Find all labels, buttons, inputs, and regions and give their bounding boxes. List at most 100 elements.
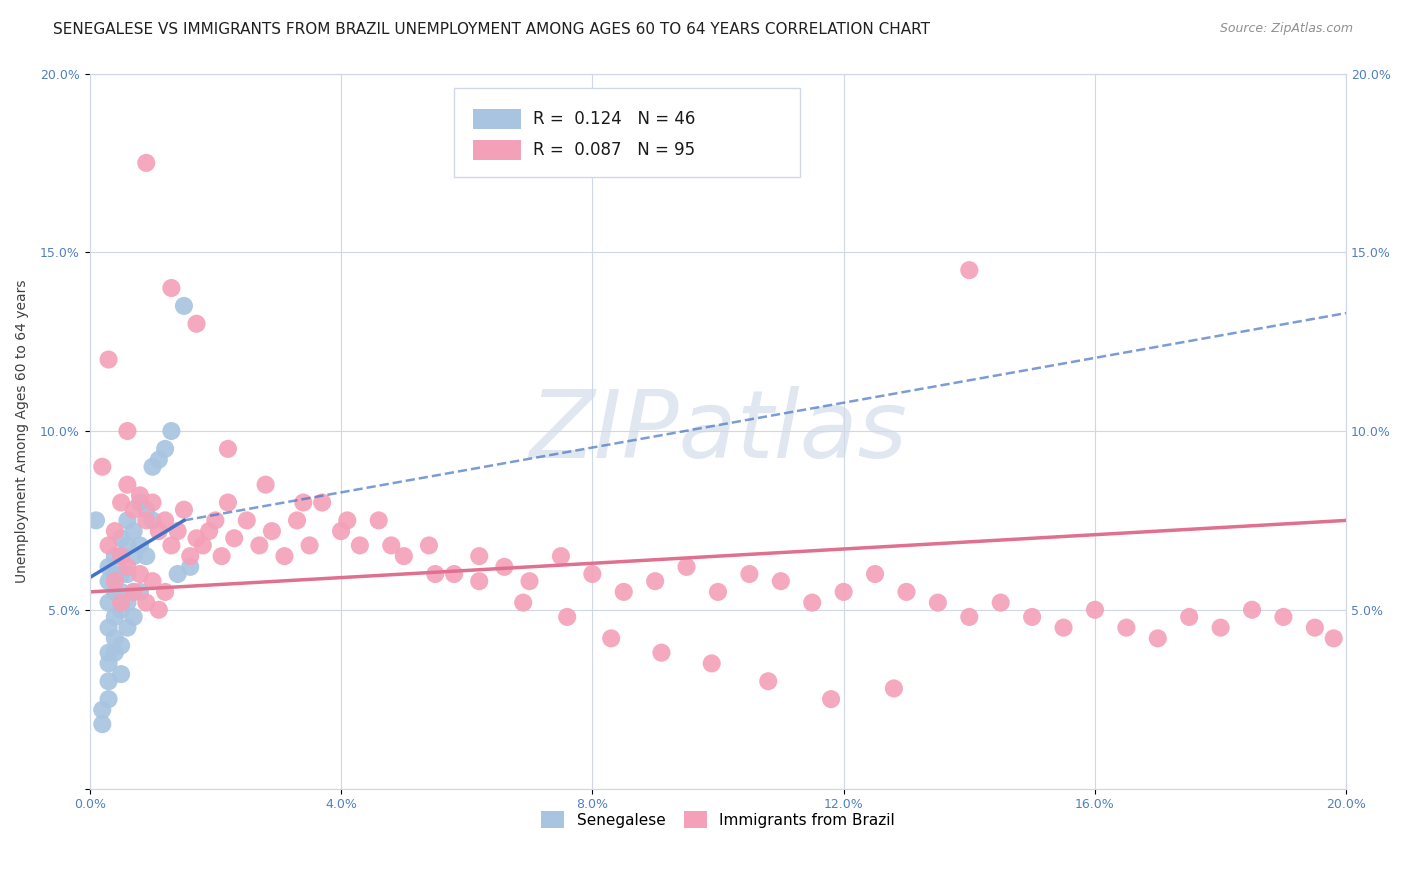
Text: SENEGALESE VS IMMIGRANTS FROM BRAZIL UNEMPLOYMENT AMONG AGES 60 TO 64 YEARS CORR: SENEGALESE VS IMMIGRANTS FROM BRAZIL UNE… xyxy=(53,22,931,37)
Point xyxy=(110,603,132,617)
Point xyxy=(104,567,127,582)
Point xyxy=(1209,621,1232,635)
Point xyxy=(110,667,132,681)
Point xyxy=(122,524,145,538)
Point xyxy=(110,549,132,563)
Point xyxy=(292,495,315,509)
Point xyxy=(110,639,132,653)
Point xyxy=(173,502,195,516)
Point xyxy=(512,596,534,610)
Point xyxy=(832,585,855,599)
Point xyxy=(117,560,139,574)
Point xyxy=(224,531,246,545)
Point xyxy=(153,442,176,456)
Point xyxy=(160,538,183,552)
Point xyxy=(104,585,127,599)
Point xyxy=(801,596,824,610)
Point xyxy=(166,567,188,582)
Point xyxy=(141,574,163,589)
Point xyxy=(110,531,132,545)
Point xyxy=(468,549,491,563)
Point xyxy=(135,513,157,527)
Point xyxy=(550,549,572,563)
Point xyxy=(179,549,201,563)
Point xyxy=(204,513,226,527)
Point xyxy=(97,621,120,635)
Point xyxy=(336,513,359,527)
Point xyxy=(425,567,447,582)
Point xyxy=(97,596,120,610)
Point xyxy=(756,674,779,689)
Point xyxy=(1323,632,1346,646)
Point xyxy=(644,574,666,589)
Point xyxy=(1146,632,1168,646)
Bar xyxy=(472,109,520,128)
Point xyxy=(97,657,120,671)
Text: R =  0.124   N = 46: R = 0.124 N = 46 xyxy=(533,110,696,128)
Point xyxy=(863,567,886,582)
Point xyxy=(104,610,127,624)
Point xyxy=(129,567,152,582)
Point xyxy=(957,263,980,277)
Point xyxy=(927,596,949,610)
Point xyxy=(117,596,139,610)
Point xyxy=(957,610,980,624)
Point xyxy=(519,574,541,589)
Point xyxy=(117,424,139,438)
Point xyxy=(468,574,491,589)
Point xyxy=(191,538,214,552)
Point xyxy=(160,424,183,438)
Point xyxy=(122,585,145,599)
Point xyxy=(990,596,1012,610)
Point xyxy=(247,538,270,552)
Point xyxy=(380,538,402,552)
Point xyxy=(104,524,127,538)
Legend: Senegalese, Immigrants from Brazil: Senegalese, Immigrants from Brazil xyxy=(536,805,901,835)
Point xyxy=(217,495,239,509)
Point xyxy=(110,596,132,610)
Point xyxy=(160,281,183,295)
Point xyxy=(117,621,139,635)
Point xyxy=(104,549,127,563)
Point xyxy=(91,703,114,717)
Point xyxy=(581,567,603,582)
Point xyxy=(148,603,170,617)
Point xyxy=(122,585,145,599)
Point xyxy=(1052,621,1074,635)
Point xyxy=(217,442,239,456)
Point xyxy=(84,513,107,527)
Point xyxy=(1272,610,1295,624)
Point xyxy=(883,681,905,696)
Point xyxy=(97,674,120,689)
Point xyxy=(141,459,163,474)
Point xyxy=(129,585,152,599)
Point xyxy=(285,513,308,527)
Point xyxy=(97,574,120,589)
Point xyxy=(104,632,127,646)
Point xyxy=(273,549,295,563)
FancyBboxPatch shape xyxy=(454,87,800,178)
Point xyxy=(91,459,114,474)
Point xyxy=(494,560,516,574)
Point xyxy=(349,538,371,552)
Point xyxy=(148,452,170,467)
Point xyxy=(97,646,120,660)
Point xyxy=(179,560,201,574)
Point xyxy=(110,567,132,582)
Point xyxy=(141,513,163,527)
Point xyxy=(122,502,145,516)
Point xyxy=(148,524,170,538)
Point xyxy=(700,657,723,671)
Point xyxy=(613,585,636,599)
Point xyxy=(1240,603,1263,617)
Point xyxy=(97,560,120,574)
Point xyxy=(600,632,623,646)
Point xyxy=(117,567,139,582)
Point xyxy=(135,549,157,563)
Point xyxy=(122,610,145,624)
Point xyxy=(1178,610,1201,624)
Point xyxy=(367,513,389,527)
Point xyxy=(254,477,277,491)
Point xyxy=(97,352,120,367)
Point xyxy=(117,513,139,527)
